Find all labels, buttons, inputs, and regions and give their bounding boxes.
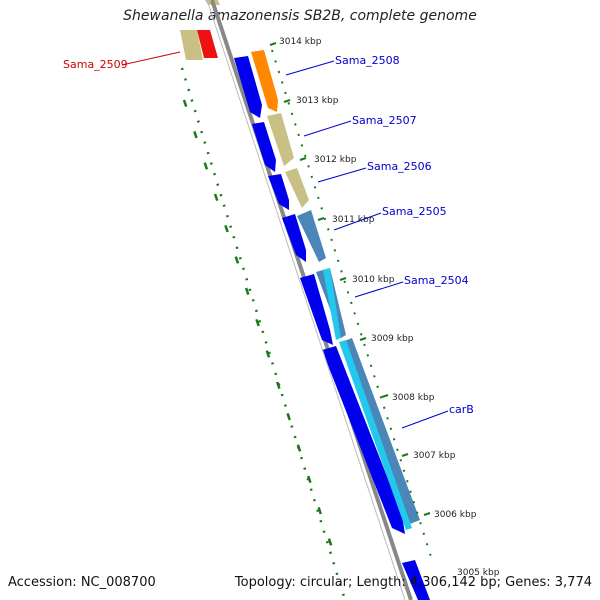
leader-sama-2508 xyxy=(285,60,335,76)
tick-label-3014: 3014 kbp xyxy=(279,37,322,47)
tick-mark xyxy=(283,99,291,103)
accession-text: Accession: NC_008700 xyxy=(8,575,156,590)
cds-cyan-carb xyxy=(339,340,412,530)
tick-label-3005: 3005 kbp xyxy=(457,568,500,578)
leader-sama-2504 xyxy=(354,281,404,298)
cds-arrow-carb xyxy=(322,346,405,534)
gc-dots-short xyxy=(180,67,347,600)
cds-arrow-5 xyxy=(300,274,333,345)
tick-mark xyxy=(339,277,347,281)
tick-mark xyxy=(299,157,307,161)
cds-cyan-sama-2504 xyxy=(323,268,341,340)
gene-label-sama-2507[interactable]: Sama_2507 xyxy=(352,114,417,127)
tick-mark xyxy=(381,394,389,398)
tick-label-3007: 3007 kbp xyxy=(413,451,456,461)
cds-arrow-2 xyxy=(252,122,276,172)
tick-label-3006: 3006 kbp xyxy=(434,510,477,520)
leader-sama-2505 xyxy=(333,212,382,231)
tick-mark xyxy=(423,512,431,516)
cds-arrow-bottom xyxy=(402,560,430,600)
tick-label-3008: 3008 kbp xyxy=(392,393,435,403)
tick-label-3010: 3010 kbp xyxy=(352,275,395,285)
cds-steelblue-sama-2505 xyxy=(297,210,326,262)
cds-orange-sama-2508 xyxy=(251,50,278,112)
tick-mark xyxy=(359,337,367,341)
leader-sama-2506 xyxy=(317,167,367,183)
gene-khaki-top xyxy=(180,30,203,60)
gene-red-sama-2509 xyxy=(197,30,218,58)
tick-label-3011: 3011 kbp xyxy=(332,215,375,225)
cds-arrow-4 xyxy=(282,214,306,262)
gc-dots-long xyxy=(182,99,338,561)
tick-marks xyxy=(269,42,431,516)
cds-arrow-1 xyxy=(234,56,262,118)
tick-label-3012: 3012 kbp xyxy=(314,155,357,165)
gene-label-sama-2505[interactable]: Sama_2505 xyxy=(382,205,447,218)
gene-label-sama-2508[interactable]: Sama_2508 xyxy=(335,54,400,67)
leader-sama-2509 xyxy=(121,51,181,66)
gene-label-sama-2506[interactable]: Sama_2506 xyxy=(367,160,432,173)
genome-summary-text: Topology: circular; Length: 4,306,142 bp… xyxy=(234,575,592,590)
cds-khaki-sama-2507 xyxy=(267,113,294,166)
tick-label-3013: 3013 kbp xyxy=(296,96,339,106)
cds-arrow-3 xyxy=(268,174,289,210)
gene-label-sama-2509[interactable]: Sama_2509 xyxy=(63,58,128,71)
gene-label-carb[interactable]: carB xyxy=(449,403,474,416)
leader-sama-2507 xyxy=(303,120,352,137)
tick-mark xyxy=(401,453,409,457)
gene-label-sama-2504[interactable]: Sama_2504 xyxy=(404,274,469,287)
leader-carb xyxy=(401,410,449,429)
tick-mark xyxy=(269,42,277,46)
map-title: Shewanella amazonensis SB2B, complete ge… xyxy=(123,8,477,24)
cds-khaki-sama-2506 xyxy=(285,168,309,208)
axis-edge-line xyxy=(206,0,406,600)
minor-tick-marks xyxy=(271,49,433,561)
tick-mark xyxy=(317,217,325,221)
tick-label-3009: 3009 kbp xyxy=(371,334,414,344)
